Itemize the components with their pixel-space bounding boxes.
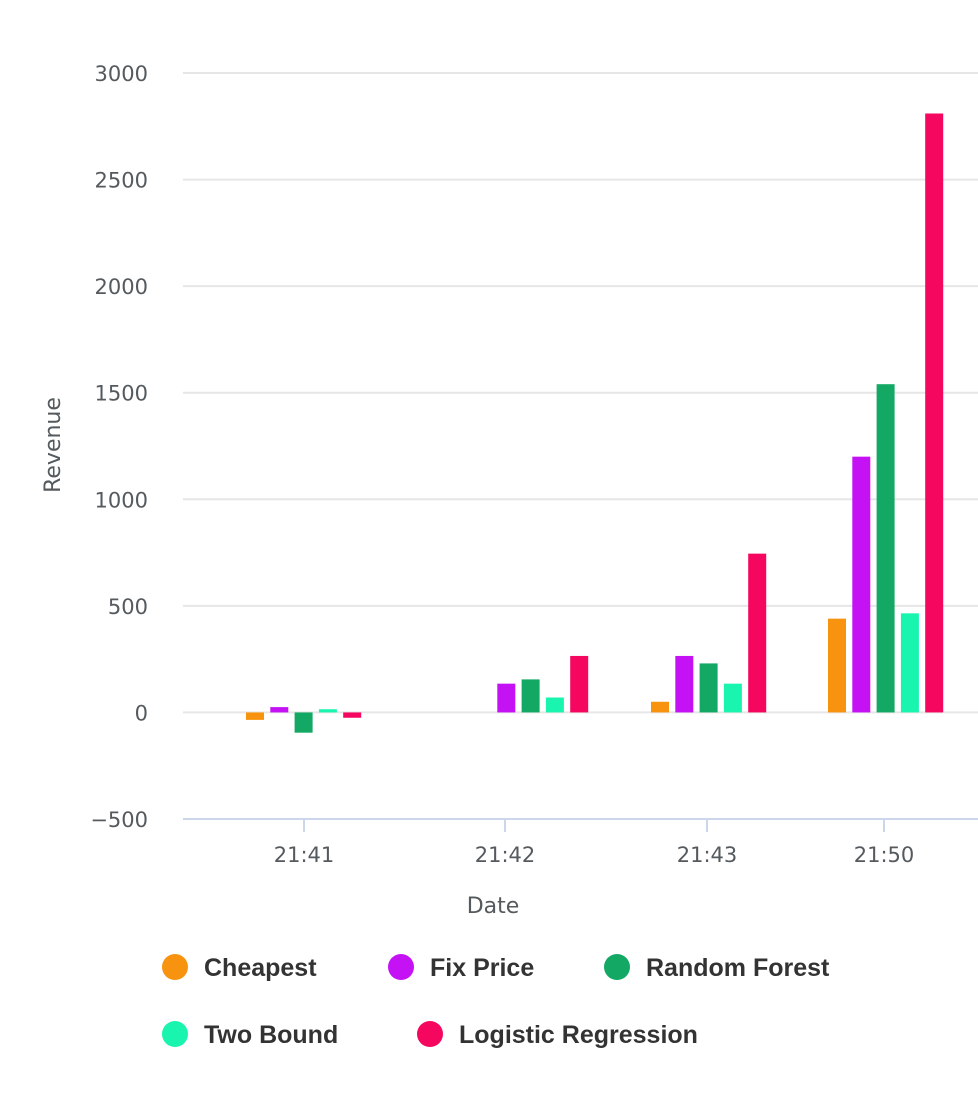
bar-fix-price-2142[interactable] (497, 683, 516, 713)
bar-fix-price-2143[interactable] (675, 655, 694, 713)
y-tick-label: −500 (90, 808, 148, 832)
bar-cheapest-2150[interactable] (828, 618, 846, 713)
y-tick-label: 2000 (95, 275, 148, 299)
legend-item-cheapest[interactable]: Cheapest (162, 954, 317, 982)
legend-label: Fix Price (430, 954, 534, 982)
legend-label: Cheapest (204, 954, 317, 982)
legend-label: Logistic Regression (459, 1021, 698, 1049)
bar-cheapest-2141[interactable] (246, 712, 264, 720)
legend-label: Two Bound (204, 1021, 338, 1049)
legend-item-two-bound[interactable]: Two Bound (162, 1021, 338, 1049)
bar-cheapest-2143[interactable] (651, 701, 669, 713)
y-tick-label: 2500 (95, 169, 148, 193)
bar-random-forest-2143[interactable] (699, 663, 718, 713)
bar-two-bound-2150[interactable] (900, 613, 919, 713)
legend-marker (604, 954, 630, 980)
bars (246, 113, 944, 733)
bar-random-forest-2150[interactable] (876, 384, 895, 713)
legend-marker (388, 954, 414, 980)
y-tick-label: 500 (108, 595, 148, 619)
legend-item-fix-price[interactable]: Fix Price (388, 954, 534, 982)
bar-logistic-regression-2150[interactable] (925, 113, 944, 713)
bar-two-bound-2143[interactable] (723, 683, 742, 713)
gridlines (183, 72, 978, 714)
legend-item-logistic-regression[interactable]: Logistic Regression (417, 1021, 698, 1049)
bar-fix-price-2141[interactable] (270, 707, 289, 713)
legend[interactable]: Cheapest Fix Price Random Forest Two Bound L… (162, 954, 830, 1049)
bar-two-bound-2142[interactable] (545, 697, 564, 713)
y-tick-label: 1500 (95, 382, 148, 406)
y-tick-label: 3000 (95, 62, 148, 86)
bar-logistic-regression-2143[interactable] (748, 553, 767, 713)
x-tick-label: 21:42 (475, 843, 536, 867)
x-tick-label: 21:43 (677, 843, 738, 867)
x-tick-label: 21:41 (274, 843, 335, 867)
bar-random-forest-2141[interactable] (294, 712, 313, 733)
bar-fix-price-2150[interactable] (852, 456, 871, 713)
x-axis-title: Date (467, 894, 520, 919)
legend-item-random-forest[interactable]: Random Forest (604, 954, 830, 982)
bar-logistic-regression-2141[interactable] (343, 712, 362, 718)
bar-two-bound-2141[interactable] (318, 709, 337, 713)
y-tick-label: 0 (135, 701, 148, 725)
bar-random-forest-2142[interactable] (521, 679, 540, 713)
bar-logistic-regression-2142[interactable] (570, 655, 589, 713)
axes: −500 0 500 1000 1500 2000 2500 3000 21:41 21:42 21… (90, 62, 978, 867)
y-tick-label: 1000 (95, 488, 148, 512)
legend-marker (417, 1021, 443, 1047)
y-axis-title: Revenue (41, 397, 66, 493)
legend-label: Random Forest (646, 954, 830, 982)
legend-marker (162, 1021, 188, 1047)
legend-marker (162, 954, 188, 980)
x-tick-label: 21:50 (854, 843, 915, 867)
